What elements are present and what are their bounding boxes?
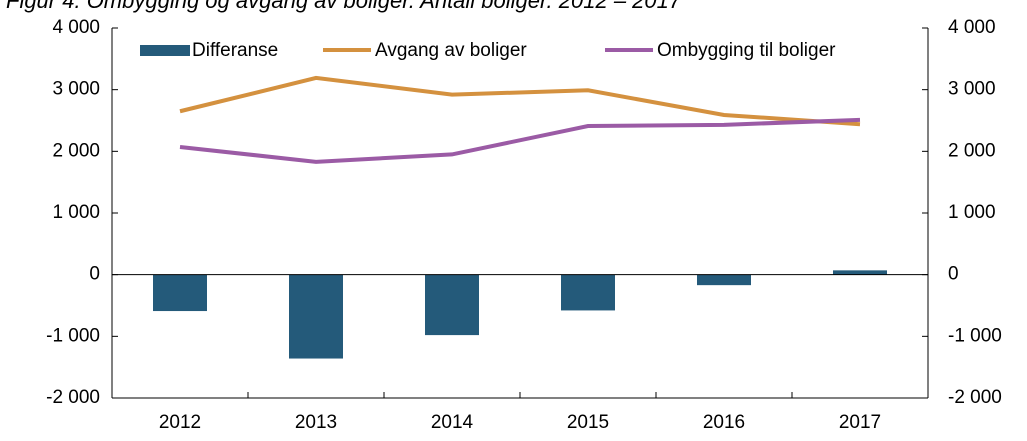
y2-tick-label: 0 — [948, 264, 959, 285]
legend-label: Avgang av boliger — [375, 40, 527, 61]
legend-label: Ombygging til boliger — [657, 40, 836, 61]
legend-swatch — [140, 45, 190, 56]
y2-tick-label: 4 000 — [948, 17, 996, 38]
y-tick-label: -2 000 — [46, 387, 100, 408]
bar — [697, 274, 751, 286]
line — [179, 75, 861, 127]
y2-tick-label: 2 000 — [948, 140, 996, 161]
y2-tick-label: -2 000 — [948, 387, 1002, 408]
y-tick-label: -1 000 — [46, 325, 100, 346]
y-tick-label: 4 000 — [52, 17, 100, 38]
y-tick-label: 1 000 — [52, 202, 100, 223]
x-tick-label: 2017 — [839, 412, 881, 433]
y2-tick-label: 1 000 — [948, 202, 996, 223]
y-tick-label: 3 000 — [52, 79, 100, 100]
x-tick-label: 2014 — [431, 412, 474, 433]
bar — [833, 270, 887, 275]
y2-tick-label: -1 000 — [948, 325, 1002, 346]
chart-title: Figur 4. Ombygging og avgang av boliger.… — [6, 0, 682, 13]
line — [179, 117, 861, 164]
bar — [561, 274, 615, 311]
bar — [425, 274, 479, 336]
x-tick-label: 2016 — [703, 412, 745, 433]
y-tick-label: 0 — [89, 264, 100, 285]
y-tick-label: 2 000 — [52, 140, 100, 161]
x-tick-label: 2015 — [567, 412, 609, 433]
y2-tick-label: 3 000 — [948, 79, 996, 100]
legend-label: Differanse — [192, 40, 278, 61]
bar — [289, 274, 343, 359]
x-tick-label: 2012 — [159, 412, 201, 433]
bar — [153, 274, 207, 312]
x-tick-label: 2013 — [295, 412, 337, 433]
